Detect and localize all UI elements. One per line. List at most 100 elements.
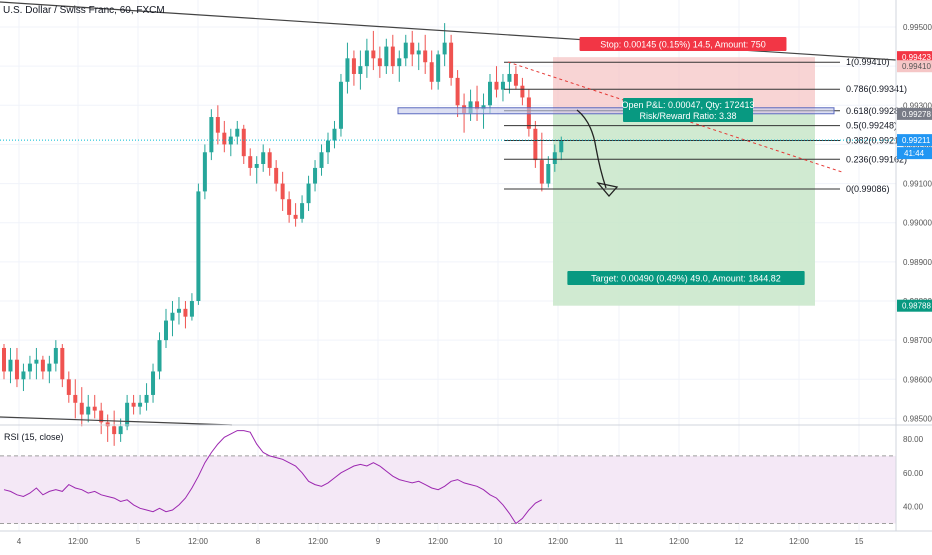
candle-body [241,128,246,157]
candle[interactable] [313,160,318,192]
candle[interactable] [202,144,207,200]
candle[interactable] [351,50,356,86]
candle[interactable] [423,34,428,74]
candle[interactable] [520,77,525,106]
candle[interactable] [539,132,544,192]
candle[interactable] [40,355,45,380]
pnl-label[interactable]: Open P&L: 0.00047, Qty: 172413Risk/Rewar… [621,98,755,122]
candle[interactable] [410,30,415,67]
candle[interactable] [267,148,272,176]
candle[interactable] [60,344,65,388]
candle[interactable] [280,171,285,211]
candle[interactable] [66,371,71,403]
candle[interactable] [332,120,337,149]
rsi-line[interactable] [3,430,543,525]
candle[interactable] [397,50,402,82]
candle[interactable] [14,347,19,388]
highlight-rectangle[interactable] [397,107,835,115]
candle[interactable] [176,297,181,325]
candle[interactable] [306,175,311,211]
candle[interactable] [533,120,538,168]
candle-body [384,46,389,67]
candle[interactable] [468,89,473,121]
candle[interactable] [436,50,441,90]
candle[interactable] [338,73,343,137]
candle[interactable] [99,402,104,435]
candle[interactable] [358,50,363,90]
candle[interactable] [125,394,130,431]
candle[interactable] [248,148,253,176]
candle[interactable] [287,191,292,223]
candle[interactable] [118,418,123,442]
candle[interactable] [73,379,78,419]
candle[interactable] [475,85,480,121]
candle-body [287,199,292,215]
time-tick-label: 11 [615,537,624,546]
candle[interactable] [449,34,454,86]
candle[interactable] [371,30,376,71]
candle-body [112,426,117,435]
candle[interactable] [86,394,91,423]
candle[interactable] [364,38,369,78]
candle[interactable] [513,66,518,90]
stop-label[interactable]: Stop: 0.00145 (0.15%) 14.5, Amount: 750 [579,37,787,51]
candle-body [306,183,311,204]
candle[interactable] [164,308,168,348]
candle[interactable] [189,293,194,321]
candle[interactable] [47,355,52,384]
candle[interactable] [144,383,149,411]
candle[interactable] [241,124,246,165]
candle[interactable] [228,128,233,157]
candle[interactable] [8,347,13,384]
candle[interactable] [293,203,298,227]
candle[interactable] [105,414,110,442]
candle[interactable] [34,347,39,380]
candle[interactable] [196,183,201,305]
candle[interactable] [254,156,259,184]
candle[interactable] [377,46,382,78]
time-tick-label: 8 [256,537,261,546]
candle[interactable] [488,73,492,114]
time-tick-label: 15 [855,537,864,546]
candle[interactable] [390,34,395,74]
projection-arrow[interactable] [576,109,607,189]
candle[interactable] [222,120,227,153]
candle[interactable] [138,394,143,415]
fib-level-label: 0(0.99086) [846,184,890,194]
candle[interactable] [215,105,220,145]
trendline-lower[interactable] [0,416,233,426]
candle[interactable] [21,363,26,392]
target-label[interactable]: Target: 0.00490 (0.49%) 49.0, Amount: 18… [567,271,805,285]
candle[interactable] [300,195,305,223]
candle[interactable] [494,66,499,98]
candle[interactable] [183,301,188,329]
candle[interactable] [416,42,421,71]
candle[interactable] [546,156,551,188]
candle[interactable] [326,132,330,165]
candle[interactable] [345,42,350,94]
candle-body [513,73,518,86]
candle[interactable] [500,73,505,102]
candle[interactable] [507,62,512,94]
candle[interactable] [112,410,117,446]
candle[interactable] [53,340,58,372]
candle[interactable] [2,344,6,380]
candle[interactable] [261,144,266,172]
candle[interactable] [92,394,97,419]
candle[interactable] [552,144,557,172]
candle[interactable] [157,332,162,380]
target-price-badge-box [897,299,932,312]
candle[interactable] [209,109,214,161]
candle[interactable] [170,301,175,337]
candle[interactable] [403,34,408,67]
candle-body [138,402,143,407]
candle[interactable] [319,144,324,176]
candle[interactable] [131,394,136,415]
candle[interactable] [429,50,434,90]
candle[interactable] [27,355,32,380]
candle[interactable] [274,160,279,192]
candle[interactable] [151,363,156,403]
candle[interactable] [384,38,389,74]
